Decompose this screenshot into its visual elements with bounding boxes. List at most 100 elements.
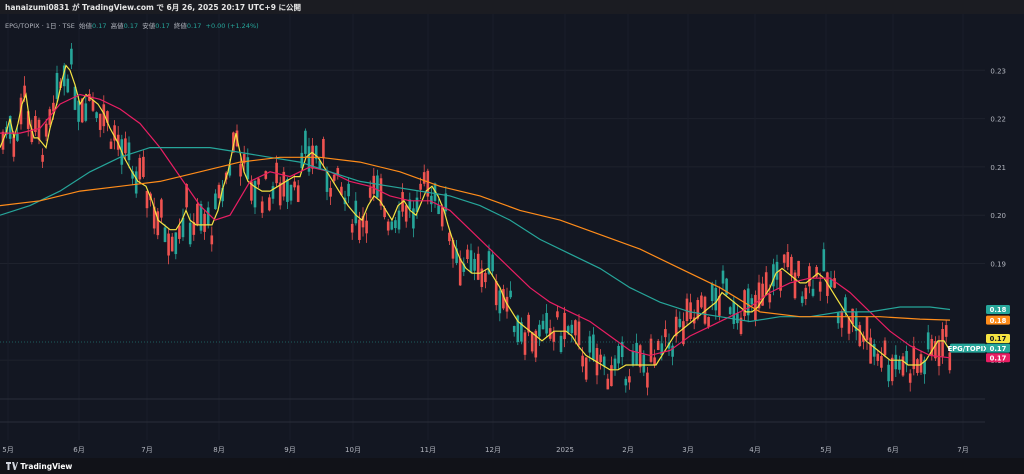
candle-body xyxy=(26,111,30,129)
candle-body xyxy=(473,258,476,271)
candle-body xyxy=(124,138,127,154)
footer: TradingView xyxy=(0,458,1024,474)
candle-body xyxy=(239,164,242,177)
x-tick-label: 10月 xyxy=(345,446,361,454)
price-chart[interactable]: 0.23 0.22 0.21 0.20 0.19 0.17 5月 6月 7月 8月 9月 10月 11… xyxy=(0,14,1024,458)
candle-body xyxy=(84,103,88,121)
candle-body xyxy=(930,338,934,356)
candle-body xyxy=(602,356,606,367)
candle-body xyxy=(37,119,41,140)
candle-body xyxy=(584,357,588,380)
candle-body xyxy=(232,132,235,153)
candle-body xyxy=(318,160,322,169)
x-tick-label: 4月 xyxy=(749,446,760,454)
candle-body xyxy=(361,216,365,228)
candle-body xyxy=(332,174,336,181)
candle-body xyxy=(469,250,473,273)
tradingview-logo[interactable]: TradingView xyxy=(6,462,72,471)
candle-body xyxy=(847,317,851,334)
candle-body xyxy=(660,343,664,356)
candle-body xyxy=(300,152,304,168)
x-tick-label: 12月 xyxy=(485,446,501,454)
price-tag-label: 0.18 xyxy=(990,306,1007,314)
candle-body xyxy=(192,222,196,235)
candle-body xyxy=(167,233,170,256)
candle-body xyxy=(628,376,631,383)
candle-body xyxy=(786,252,790,268)
candle-body xyxy=(131,171,134,179)
candle-body xyxy=(566,326,570,333)
candle-body xyxy=(862,335,865,342)
candle-body xyxy=(437,205,440,215)
candle-body xyxy=(451,239,455,259)
candle-body xyxy=(340,186,343,196)
legend-high-label: 高値 xyxy=(110,22,124,30)
y-tick-label: 0.19 xyxy=(990,261,1006,269)
candle-body xyxy=(95,112,98,119)
candle-body xyxy=(34,116,37,133)
candle-body xyxy=(282,171,286,197)
price-tag-label: 0.18 xyxy=(990,317,1007,325)
candle-body xyxy=(768,293,772,303)
candle-body xyxy=(293,181,296,188)
candle-body xyxy=(354,200,358,224)
candle-body xyxy=(649,338,653,362)
chart-area[interactable]: 0.23 0.22 0.21 0.20 0.19 0.17 5月 6月 7月 8月 9月 10月 11… xyxy=(0,14,1024,458)
candle-body xyxy=(858,325,862,347)
candle-body xyxy=(577,321,581,346)
candle-body xyxy=(808,266,811,287)
candle-body xyxy=(289,184,293,201)
candle-body xyxy=(919,354,923,373)
candle-body xyxy=(804,287,808,299)
x-tick-label: 5月 xyxy=(2,446,13,454)
candle-body xyxy=(656,340,660,351)
time-axis[interactable]: 5月 6月 7月 8月 9月 10月 11月 12月 2025 2月 3月 4月 5月 6月 7月 xyxy=(2,446,968,454)
candle-body xyxy=(322,138,325,159)
candle-body xyxy=(854,311,858,332)
candle-body xyxy=(462,263,466,272)
candle-body xyxy=(606,378,610,390)
candle-body xyxy=(73,86,77,110)
candle-body xyxy=(80,98,84,123)
candle-body xyxy=(894,354,898,370)
candle-body xyxy=(372,175,376,194)
candle-body xyxy=(721,270,725,284)
candle-body xyxy=(253,180,257,208)
candle-body xyxy=(188,222,192,245)
candle-body xyxy=(199,203,203,231)
candle-body xyxy=(739,317,743,334)
candle-body xyxy=(926,332,930,350)
candle-body xyxy=(70,48,73,65)
x-tick-label: 7月 xyxy=(957,446,968,454)
candle-body xyxy=(509,290,512,298)
candle-body xyxy=(563,312,566,340)
candle-body xyxy=(440,207,444,227)
candle-body xyxy=(210,235,214,245)
price-tag-label: 0.17 xyxy=(990,345,1007,353)
candle-body xyxy=(912,346,916,370)
candle-body xyxy=(66,78,70,93)
candle-body xyxy=(635,342,638,365)
candle-body xyxy=(325,170,329,192)
candle-body xyxy=(476,253,480,280)
candle-body xyxy=(365,220,368,234)
candle-body xyxy=(23,85,26,98)
candle-body xyxy=(898,360,901,370)
candle-body xyxy=(145,190,149,209)
candle-body xyxy=(466,249,469,259)
candle-body xyxy=(44,123,48,137)
x-tick-label: 7月 xyxy=(141,446,152,454)
price-tag-bg xyxy=(986,333,1010,343)
candle-body xyxy=(102,104,106,127)
publish-info: hanaizumi0831 が TradingView.com で 6月 26,… xyxy=(5,3,302,12)
publish-header: hanaizumi0831 が TradingView.com で 6月 26,… xyxy=(0,0,1024,14)
candle-body xyxy=(836,312,840,324)
candlesticks xyxy=(1,43,952,396)
candle-body xyxy=(833,278,836,288)
candle-body xyxy=(811,288,815,296)
candle-body xyxy=(613,358,617,369)
y-tick-label: 0.23 xyxy=(990,67,1006,75)
legend-low: 0.17 xyxy=(155,22,170,30)
candle-body xyxy=(682,321,685,345)
candle-body xyxy=(480,268,484,287)
